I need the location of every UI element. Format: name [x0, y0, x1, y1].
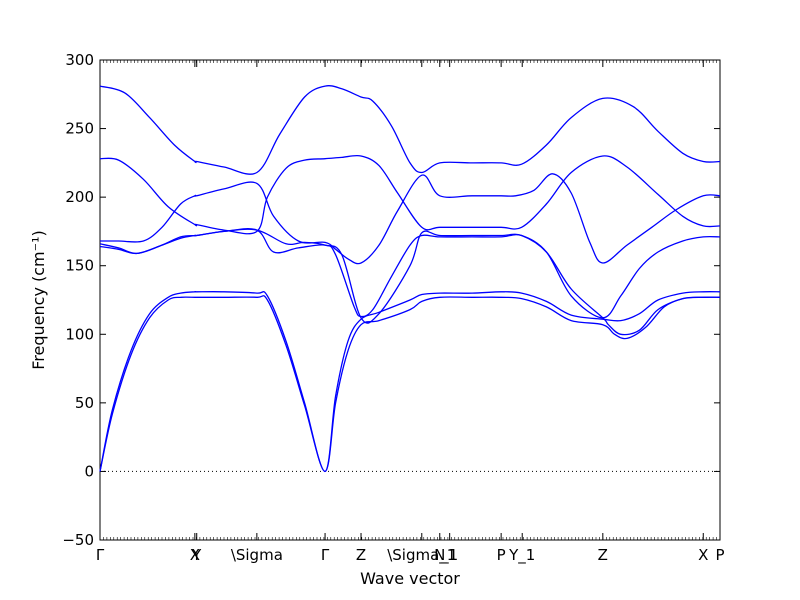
band-line [100, 173, 721, 265]
y-tick-label: 100 [65, 325, 94, 343]
y-tick-label: −50 [62, 531, 94, 549]
band-line [99, 291, 721, 473]
x-axis-label: Wave vector [360, 569, 460, 588]
y-axis-label: Frequency (cm⁻¹) [29, 230, 48, 369]
band-line [99, 85, 721, 175]
y-tick-label: 0 [84, 462, 94, 480]
x-minor-ticks [103, 60, 717, 540]
x-tick-label: N [434, 546, 445, 564]
x-tick-label: X [190, 546, 200, 564]
y-tick-label: 50 [75, 394, 94, 412]
x-tick-label: P [497, 546, 506, 564]
phonon-bands [99, 85, 721, 473]
x-tick-label: P [715, 546, 724, 564]
y-tick-label: 250 [65, 120, 94, 138]
y-tick-label: 300 [65, 51, 94, 69]
y-tick-label: 200 [65, 188, 94, 206]
x-axis: Γ XY \Sigma Γ Z \Sigma_1N_1 P Y_1 Z X P [96, 60, 725, 565]
x-tick-label: Z [598, 546, 608, 564]
x-tick-label: Γ [321, 546, 330, 564]
band-line [99, 154, 721, 235]
x-tick-label: _1 [440, 546, 458, 565]
y-axis: −50 0 50 100 150 200 250 300 [62, 51, 720, 549]
x-tick-label: Y_1 [508, 546, 535, 565]
x-tick-label: X [698, 546, 708, 564]
band-line [99, 228, 721, 336]
x-tick-label: Y [191, 546, 202, 564]
band-line [99, 295, 721, 473]
x-tick-label: \Sigma [231, 546, 283, 564]
x-tick-label: \Sigma_1 [387, 546, 456, 565]
band-line [99, 228, 721, 319]
x-tick-label: Z [356, 546, 366, 564]
x-tick-label: Γ [96, 546, 105, 564]
y-tick-label: 150 [65, 257, 94, 275]
